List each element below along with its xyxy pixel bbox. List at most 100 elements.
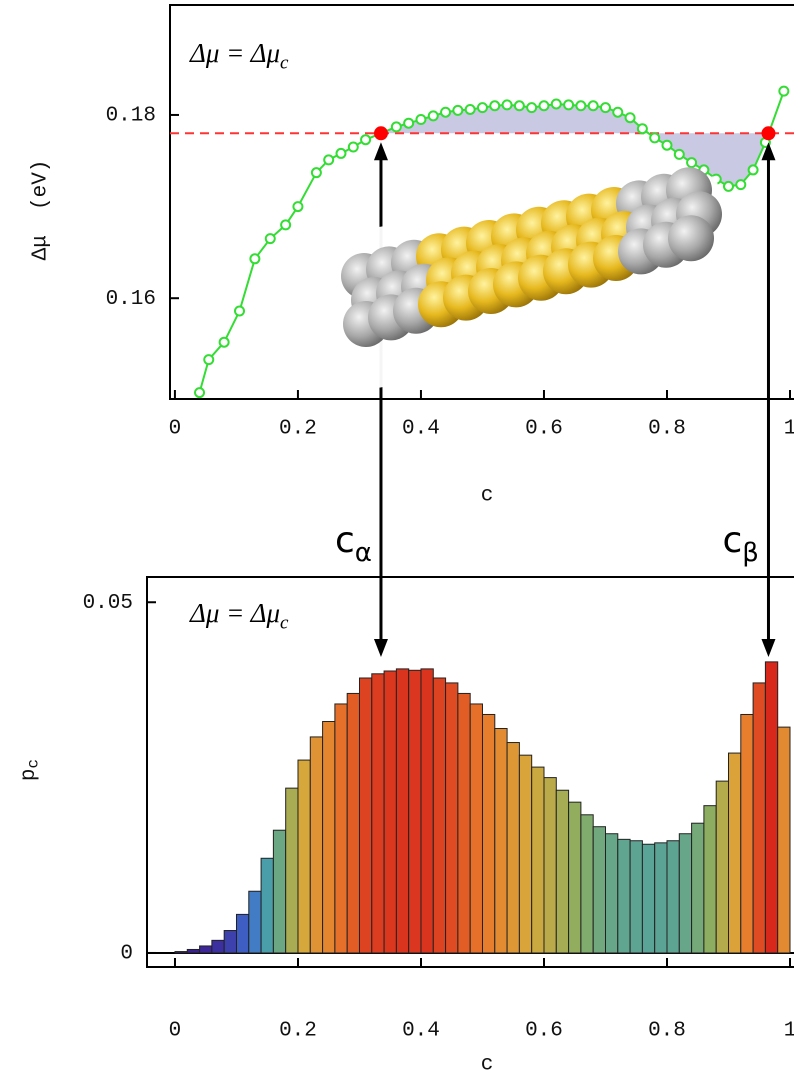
- arrow-head: [373, 142, 388, 161]
- plot-area: [170, 85, 794, 399]
- histogram-bar: [555, 789, 570, 954]
- arrow-head: [373, 639, 388, 657]
- histogram-bar: [420, 668, 434, 954]
- data-point: [280, 219, 292, 231]
- data-point: [218, 336, 230, 348]
- data-point: [513, 100, 525, 112]
- arrow-head: [761, 142, 776, 161]
- annotation-sub: c: [280, 53, 289, 74]
- histogram-bar: [506, 742, 520, 954]
- histogram-bar: [174, 951, 188, 954]
- data-point: [612, 106, 624, 118]
- histogram-bar: [469, 703, 483, 954]
- annotation: Δμ = Δμc: [189, 38, 289, 74]
- histogram-bar: [457, 692, 471, 954]
- data-point: [526, 102, 538, 114]
- x-tick-label: 1: [784, 1020, 794, 1043]
- phase-label: cβ: [722, 520, 758, 568]
- x-tick-label: 0.8: [648, 418, 686, 441]
- y-tick-label: 0.16: [106, 288, 156, 311]
- data-point: [722, 180, 734, 192]
- histogram-bar: [395, 668, 410, 954]
- phase-label: cα: [335, 520, 372, 568]
- data-point: [686, 157, 698, 169]
- histogram-bar: [703, 805, 717, 954]
- data-point: [234, 305, 246, 317]
- data-point: [673, 148, 685, 160]
- phase-label-sub: β: [742, 538, 759, 568]
- annotation: Δμ = Δμc: [189, 598, 289, 634]
- data-point: [501, 99, 513, 111]
- phase-label-main: c: [722, 520, 742, 561]
- data-point: [636, 123, 648, 135]
- data-point: [264, 233, 276, 245]
- histogram-bar: [641, 843, 656, 954]
- histogram-bar: [568, 801, 582, 954]
- histogram-bar: [543, 777, 557, 954]
- histogram-bar: [260, 857, 274, 954]
- y-axis-label: Δμ (eV): [30, 160, 53, 261]
- histogram-bar: [186, 948, 201, 954]
- data-point: [415, 114, 427, 126]
- histogram-bar: [358, 677, 373, 954]
- data-point: [587, 100, 599, 112]
- histogram-bar: [740, 713, 754, 954]
- phase-label-main: c: [335, 520, 355, 561]
- data-point: [624, 112, 636, 124]
- data-point: [390, 121, 402, 133]
- histogram-bar: [371, 673, 385, 954]
- data-point: [575, 100, 587, 112]
- data-point: [550, 98, 562, 110]
- x-tick-label: 0: [169, 1020, 182, 1043]
- coexistence-point: [373, 126, 388, 141]
- y-axis-label: pc: [18, 759, 43, 781]
- data-point: [203, 354, 215, 366]
- y-tick-label: 0: [120, 943, 133, 966]
- x-tick-label: 0.4: [402, 418, 440, 441]
- data-point: [464, 103, 476, 115]
- histogram-bar: [235, 913, 250, 954]
- histogram-bar: [531, 766, 545, 954]
- atom: [668, 215, 714, 262]
- x-tick-label: 0.2: [279, 1020, 317, 1043]
- data-point: [194, 387, 206, 399]
- data-point: [360, 134, 372, 146]
- data-point: [747, 164, 759, 176]
- data-point: [292, 201, 304, 213]
- arrow-head: [761, 639, 776, 657]
- annotation-main: Δμ = Δμ: [189, 38, 280, 68]
- histogram-bar: [432, 677, 447, 954]
- histogram-bar: [334, 703, 348, 954]
- x-tick-label: 0.4: [402, 1020, 440, 1043]
- histogram-bar: [777, 726, 791, 954]
- histogram-bar: [272, 829, 287, 954]
- histogram-bar: [678, 833, 693, 954]
- histogram-bar: [654, 842, 668, 954]
- histogram-bar: [580, 814, 594, 954]
- y-tick-label: 0.18: [106, 105, 156, 128]
- histogram-bar: [297, 759, 311, 954]
- data-point: [661, 139, 673, 151]
- data-point: [476, 102, 488, 114]
- data-point: [347, 141, 359, 153]
- annotation-sub: c: [280, 613, 289, 634]
- data-point: [310, 167, 322, 179]
- data-point: [563, 99, 575, 111]
- histogram-bar: [764, 661, 779, 954]
- phase-label-sub: α: [355, 538, 372, 568]
- x-tick-label: 1: [784, 418, 794, 441]
- histogram-bar: [604, 833, 619, 954]
- histogram-bar: [481, 713, 496, 954]
- data-point: [649, 132, 661, 144]
- data-point: [599, 102, 611, 114]
- x-tick-label: 0.8: [648, 1020, 686, 1043]
- histogram-bar: [199, 945, 213, 954]
- x-tick-label: 0.6: [525, 418, 563, 441]
- axes-frame: [146, 576, 794, 968]
- data-point: [538, 100, 550, 112]
- histogram-bar: [592, 826, 606, 954]
- histogram-bar: [752, 682, 766, 954]
- histogram-bar: [617, 838, 631, 954]
- histogram-bar: [211, 939, 225, 954]
